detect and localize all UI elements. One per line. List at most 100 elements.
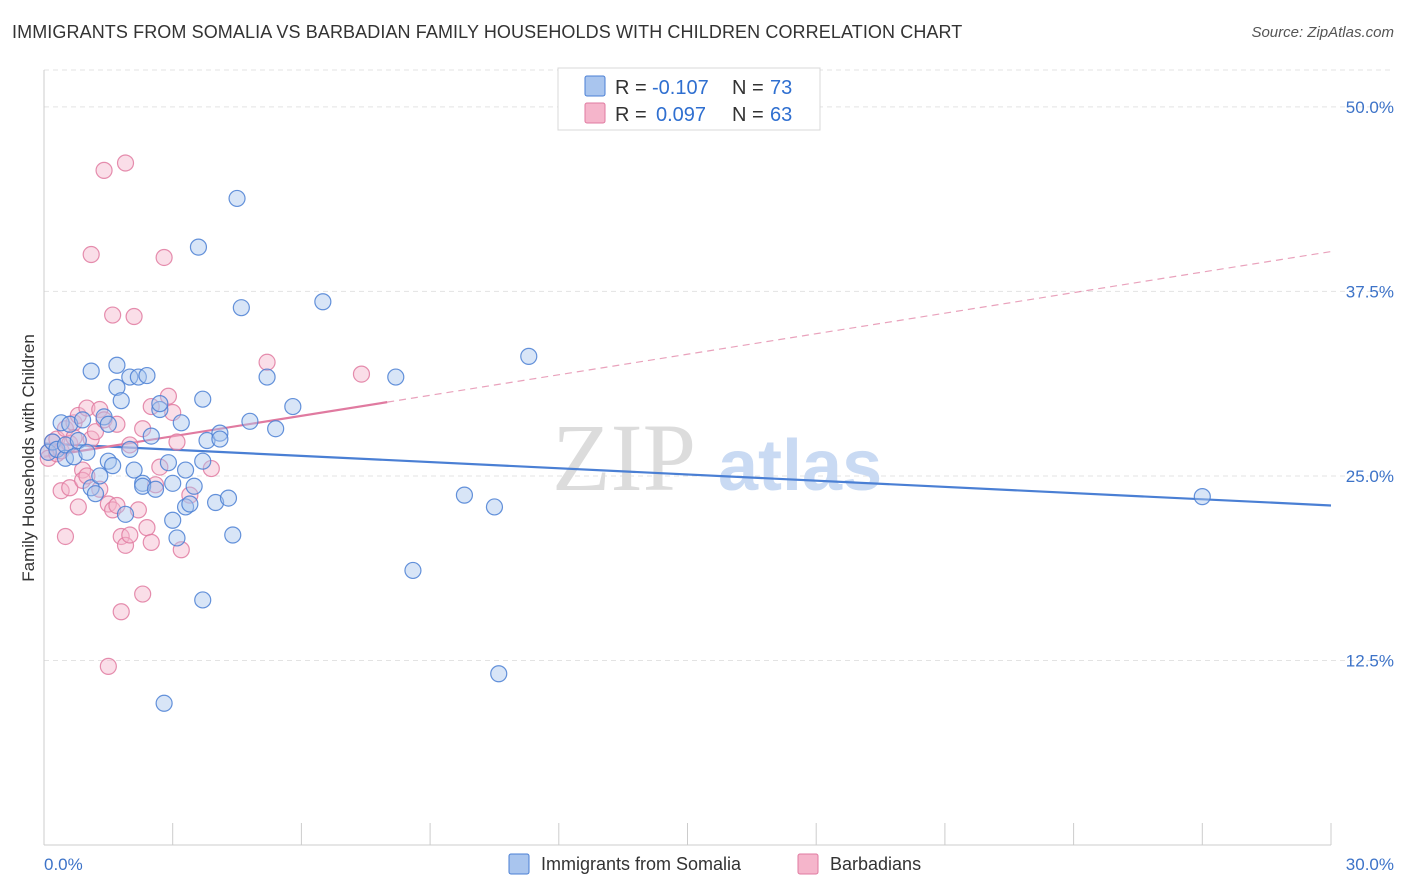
point-somalia xyxy=(74,411,92,429)
data-points xyxy=(39,154,1211,712)
point-somalia xyxy=(52,414,70,432)
point-somalia xyxy=(1193,488,1211,506)
legend-r-label-barbadian: R = xyxy=(615,104,647,126)
point-somalia xyxy=(194,452,212,470)
point-somalia xyxy=(108,378,126,396)
point-somalia xyxy=(181,495,199,513)
point-somalia xyxy=(176,461,195,479)
point-somalia xyxy=(48,440,66,458)
point-somalia xyxy=(485,498,504,516)
point-somalia xyxy=(108,356,126,374)
point-somalia xyxy=(138,366,156,385)
point-barbadian xyxy=(155,248,173,267)
point-somalia xyxy=(56,436,75,454)
point-somalia xyxy=(198,431,216,450)
point-somalia xyxy=(241,412,259,430)
point-somalia xyxy=(86,485,105,503)
point-somalia xyxy=(91,467,109,485)
point-somalia xyxy=(78,443,96,461)
point-barbadian xyxy=(69,498,87,516)
point-somalia xyxy=(151,395,169,413)
point-barbadian xyxy=(61,479,79,497)
point-somalia xyxy=(104,457,122,475)
watermark-zip: ZIP xyxy=(552,404,696,511)
point-somalia xyxy=(232,299,250,317)
point-somalia xyxy=(99,415,117,433)
legend-bottom-swatch-barbadian xyxy=(797,853,819,875)
point-barbadian xyxy=(258,353,276,371)
legend-n-value-somalia: 73 xyxy=(770,77,792,99)
point-barbadian xyxy=(86,423,105,441)
point-somalia xyxy=(112,392,130,410)
point-somalia xyxy=(211,424,229,442)
point-somalia xyxy=(455,486,474,504)
point-somalia xyxy=(168,529,186,547)
point-barbadian xyxy=(95,161,113,179)
point-somalia xyxy=(134,477,152,495)
y-tick-label: 50.0% xyxy=(1346,98,1394,117)
point-somalia xyxy=(69,431,87,450)
point-somalia xyxy=(284,397,302,416)
point-barbadian xyxy=(352,365,371,383)
x-ticks xyxy=(43,823,1332,845)
x-tick-label-min: 0.0% xyxy=(44,855,83,874)
point-somalia xyxy=(207,493,225,512)
point-barbadian xyxy=(168,433,186,451)
point-barbadian xyxy=(82,245,100,264)
point-somalia xyxy=(228,189,246,208)
point-somalia xyxy=(185,477,203,495)
point-barbadian xyxy=(108,496,126,515)
point-somalia xyxy=(189,238,208,256)
point-barbadian xyxy=(129,501,147,519)
legend-r-value-barbadian: 0.097 xyxy=(656,104,706,126)
source-credit: Source: ZipAtlas.com xyxy=(1251,24,1394,41)
point-somalia xyxy=(387,368,405,386)
point-somalia xyxy=(125,461,143,479)
x-tick-label-max: 30.0% xyxy=(1346,855,1394,874)
legend-n-label-somalia: N = xyxy=(732,77,764,99)
watermark-atlas: atlas xyxy=(718,426,882,506)
point-somalia xyxy=(194,591,212,609)
point-somalia xyxy=(314,293,332,311)
point-barbadian xyxy=(146,476,165,494)
trend-line-extended-barbadian xyxy=(387,250,1332,403)
point-somalia xyxy=(194,390,212,408)
point-barbadian xyxy=(121,436,139,454)
legend-n-value-barbadian: 63 xyxy=(770,104,792,126)
point-somalia xyxy=(224,526,242,544)
y-tick-label: 12.5% xyxy=(1346,651,1394,670)
point-barbadian xyxy=(142,533,160,551)
point-barbadian xyxy=(121,526,139,544)
legend-bottom-label-somalia: Immigrants from Somalia xyxy=(541,854,742,874)
legend-r-label-somalia: R = xyxy=(615,77,647,99)
legend-swatch-somalia xyxy=(584,75,606,97)
y-tick-label: 25.0% xyxy=(1346,467,1394,486)
point-barbadian xyxy=(134,585,152,603)
legend-bottom-label-barbadian: Barbadians xyxy=(830,854,921,874)
y-axis-label: Family Households with Children xyxy=(19,334,38,582)
point-somalia xyxy=(146,480,165,498)
point-somalia xyxy=(211,430,229,448)
point-barbadian xyxy=(56,527,75,546)
point-barbadian xyxy=(112,527,130,546)
trend-line-somalia xyxy=(43,442,1332,507)
legend-n-label-barbadian: N = xyxy=(732,104,764,126)
point-somalia xyxy=(258,368,276,386)
legend-swatch-barbadian xyxy=(584,102,606,124)
point-somalia xyxy=(82,362,100,380)
point-barbadian xyxy=(138,519,156,537)
trend-line-barbadian xyxy=(43,401,388,458)
y-tick-labels: 12.5% 25.0% 37.5% 50.0% xyxy=(1346,98,1394,671)
point-barbadian xyxy=(104,306,122,324)
point-barbadian xyxy=(125,307,143,326)
point-somalia xyxy=(404,561,422,580)
legend-bottom: Immigrants from Somalia Barbadians xyxy=(508,853,921,875)
point-somalia xyxy=(159,454,178,472)
legend-r-value-somalia: -0.107 xyxy=(652,77,709,99)
point-somalia xyxy=(121,440,139,458)
legend-bottom-swatch-somalia xyxy=(508,853,530,875)
point-barbadian xyxy=(116,154,135,172)
point-barbadian xyxy=(99,657,117,675)
point-barbadian xyxy=(116,536,135,554)
